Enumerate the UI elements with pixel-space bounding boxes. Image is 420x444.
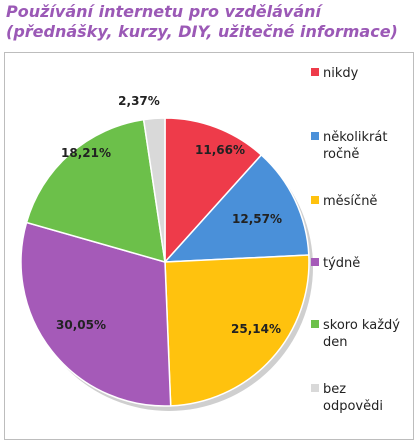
legend-swatch-2 xyxy=(311,132,319,140)
data-label-4: 30,05% xyxy=(56,318,106,332)
legend-swatch-4 xyxy=(311,258,319,266)
pie-slice-6 xyxy=(142,117,166,263)
data-label-3: 25,14% xyxy=(231,322,281,336)
chart-title-line-1: Používání internetu pro vzdělávání xyxy=(6,2,322,21)
chart-title: Používání internetu pro vzdělávání (před… xyxy=(6,2,416,42)
pie-slice-1 xyxy=(164,117,263,264)
data-label-1: 11,66% xyxy=(195,143,245,157)
legend-swatch-1 xyxy=(311,68,319,76)
pie-slice-4 xyxy=(20,221,172,407)
data-label-5: 18,21% xyxy=(61,146,111,160)
pie-slice-5 xyxy=(25,118,166,264)
legend-label-1: nikdy xyxy=(323,66,359,81)
legend-label-5: skoro každý den xyxy=(323,318,400,350)
data-label-6: 2,37% xyxy=(118,94,160,108)
chart-title-line-2: (přednášky, kurzy, DIY, užitečné informa… xyxy=(6,22,398,41)
legend-label-4: týdně xyxy=(323,256,360,271)
legend-label-3: měsíčně xyxy=(323,194,377,209)
pie-slice-3 xyxy=(164,254,310,407)
data-label-2: 12,57% xyxy=(232,212,282,226)
legend-swatch-5 xyxy=(311,320,319,328)
legend-label-6: bez odpovědi xyxy=(323,382,383,414)
pie-slice-2 xyxy=(163,153,310,263)
legend-swatch-3 xyxy=(311,196,319,204)
chart-frame: 11,66% 12,57% 25,14% 30,05% 18,21% 2,37% nikdy… xyxy=(4,52,414,440)
pie-chart: 11,66% 12,57% 25,14% 30,05% 18,21% 2,37% nikdy… xyxy=(20,66,400,414)
legend-swatch-6 xyxy=(311,384,319,392)
legend-label-2: několikrát ročně xyxy=(323,130,387,162)
